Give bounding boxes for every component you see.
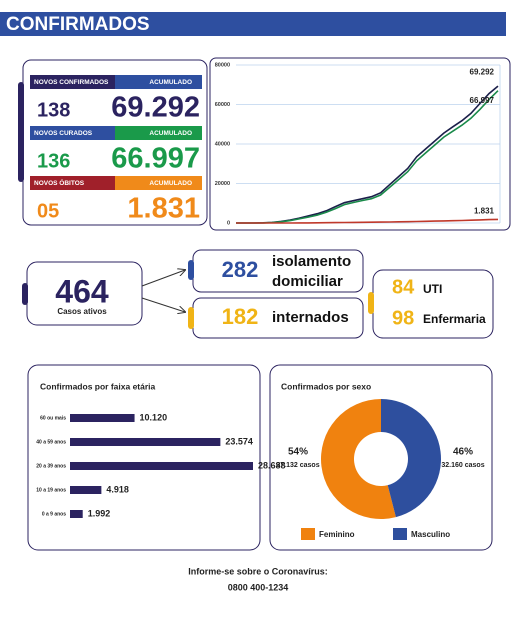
uti-label: UTI <box>423 282 442 296</box>
sex-box <box>269 364 493 551</box>
series-line <box>236 85 499 224</box>
legend-swatch <box>393 528 407 540</box>
legend-swatch <box>301 528 315 540</box>
accent <box>188 260 194 280</box>
row-header <box>115 75 202 89</box>
value-label: 10.120 <box>140 412 168 422</box>
accent <box>368 292 374 314</box>
hospital-label: internados <box>272 309 349 326</box>
bar <box>70 438 221 446</box>
category-label: 0 a 9 anos <box>42 511 66 517</box>
active-value: 464 <box>55 273 109 309</box>
donut-slice <box>381 399 441 518</box>
cases-label: 32.160 casos <box>441 462 484 469</box>
data-label: 69.292 <box>470 67 495 76</box>
home-value: 282 <box>222 257 259 282</box>
header-title: CONFIRMADOS <box>6 14 150 35</box>
row-header <box>30 126 115 140</box>
home-label: isolamento <box>272 253 351 270</box>
legend-label: Masculino <box>411 530 450 539</box>
row-total-label: ACUMULADO <box>149 130 192 137</box>
footer-text: Informe-se sobre o Coronavírus: <box>188 566 328 576</box>
row-label: NOVOS CONFIRMADOS <box>34 79 109 86</box>
arrow <box>141 270 185 287</box>
accent <box>22 283 28 305</box>
bar <box>70 510 83 518</box>
row-header <box>115 126 202 140</box>
series-line <box>236 90 499 224</box>
row-total-label: ACUMULADO <box>149 79 192 86</box>
arrow <box>141 297 185 312</box>
row-new: 138 <box>37 99 70 121</box>
row-total-label: ACUMULADO <box>149 180 192 187</box>
row-header <box>30 75 115 89</box>
percent-label: 46% <box>453 447 473 458</box>
ward-value: 98 <box>392 307 414 329</box>
row-total: 69.292 <box>111 92 200 124</box>
row-total: 66.997 <box>111 143 200 175</box>
accent <box>188 307 194 329</box>
row-label: NOVOS CURADOS <box>34 130 93 137</box>
series-line <box>236 218 499 224</box>
footer-phone: 0800 400-1234 <box>228 582 289 592</box>
data-label: 1.831 <box>474 206 495 215</box>
chart-title: Confirmados por sexo <box>281 381 371 391</box>
row-new: 136 <box>37 150 70 172</box>
y-tick-label: 60000 <box>215 102 230 108</box>
row-header <box>30 176 115 190</box>
donut-slice <box>320 399 396 520</box>
value-label: 28.688 <box>258 460 286 470</box>
bar <box>70 486 102 494</box>
uti-value: 84 <box>392 276 415 298</box>
active-label: Casos ativos <box>57 307 107 316</box>
row-total: 1.831 <box>127 193 200 225</box>
category-label: 20 a 39 anos <box>36 463 66 469</box>
row-label: NOVOS ÓBITOS <box>34 178 85 187</box>
legend-label: Feminino <box>319 530 355 539</box>
row-header <box>115 176 202 190</box>
category-label: 60 ou mais <box>40 415 66 421</box>
category-label: 10 a 19 anos <box>36 487 66 493</box>
category-label: 40 a 59 anos <box>36 439 66 445</box>
ward-label: Enfermaria <box>423 312 486 326</box>
y-tick-label: 40000 <box>215 141 230 147</box>
y-tick-label: 0 <box>227 220 230 226</box>
y-tick-label: 80000 <box>215 62 230 68</box>
cases-label: 37.132 casos <box>276 462 319 469</box>
data-label: 66.997 <box>470 96 495 105</box>
icu-box <box>372 269 494 339</box>
row-new: 05 <box>37 200 59 222</box>
line-box <box>209 57 511 231</box>
value-label: 1.992 <box>88 508 111 518</box>
header-bar <box>0 12 506 36</box>
bar <box>70 414 135 422</box>
value-label: 4.918 <box>106 484 129 494</box>
home-label: domiciliar <box>272 273 343 290</box>
percent-label: 54% <box>288 447 308 458</box>
age-box <box>27 364 261 551</box>
bar <box>70 462 253 470</box>
chart-title: Confirmados por faixa etária <box>40 381 156 391</box>
accent <box>18 82 24 182</box>
y-tick-label: 20000 <box>215 181 230 187</box>
hospital-value: 182 <box>222 304 259 329</box>
value-label: 23.574 <box>225 436 253 446</box>
